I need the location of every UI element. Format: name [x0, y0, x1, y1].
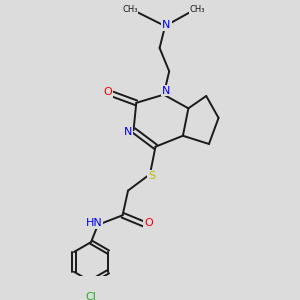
Text: S: S — [148, 170, 155, 181]
Text: N: N — [162, 20, 171, 30]
Text: HN: HN — [85, 218, 102, 228]
Text: O: O — [144, 218, 153, 229]
Text: N: N — [162, 85, 171, 95]
Text: CH₃: CH₃ — [190, 5, 205, 14]
Text: O: O — [103, 87, 112, 97]
Text: Cl: Cl — [85, 292, 97, 300]
Text: CH₃: CH₃ — [122, 5, 138, 14]
Text: N: N — [124, 127, 132, 136]
